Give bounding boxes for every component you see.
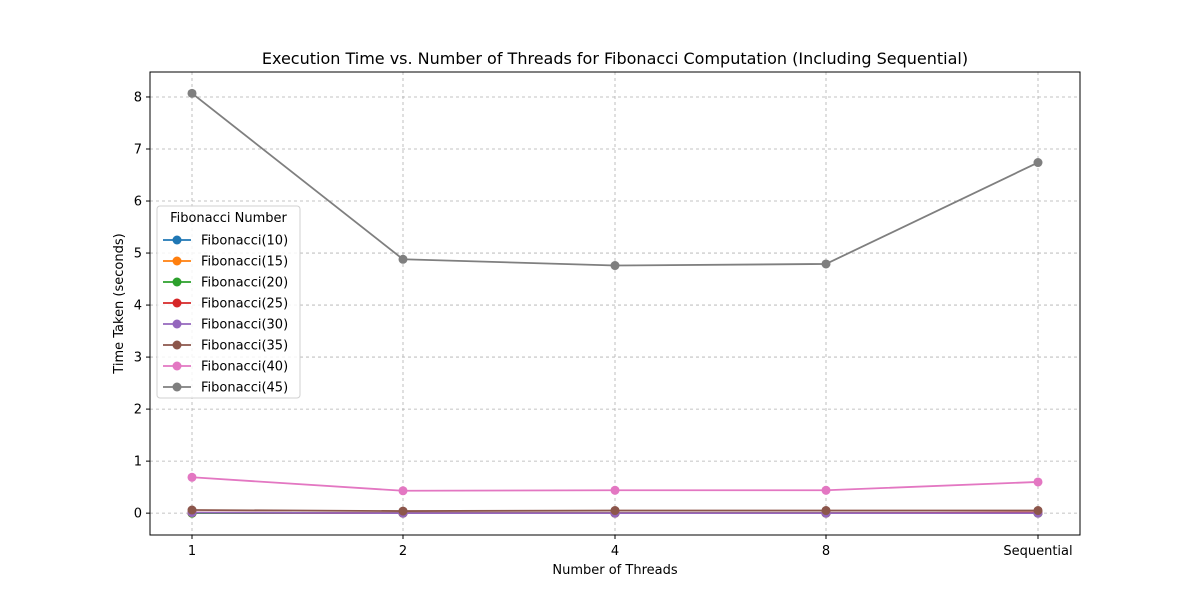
legend-marker <box>172 235 182 245</box>
legend-marker <box>172 277 182 287</box>
x-tick-label: 8 <box>822 544 830 559</box>
series-group <box>187 88 1043 518</box>
y-tick-label: 2 <box>134 403 142 418</box>
y-tick-label: 0 <box>134 507 142 522</box>
data-point <box>610 485 620 495</box>
y-tick-label: 3 <box>134 351 142 366</box>
data-point <box>821 485 831 495</box>
data-point <box>398 254 408 264</box>
legend-title: Fibonacci Number <box>170 211 287 226</box>
x-tick-label: 2 <box>399 544 407 559</box>
x-axis-label: Number of Threads <box>552 563 677 578</box>
legend-item: Fibonacci(30) <box>163 318 288 333</box>
data-point <box>398 486 408 496</box>
legend-box <box>156 205 301 399</box>
series-line <box>191 92 1039 267</box>
legend-label: Fibonacci(10) <box>201 234 288 249</box>
legend-item: Fibonacci(45) <box>163 381 288 396</box>
x-tick-label: Sequential <box>1003 544 1072 559</box>
y-tick-label: 7 <box>134 142 142 157</box>
legend: Fibonacci Number Fibonacci(10) Fibonacci(1… <box>156 205 301 399</box>
legend-marker <box>172 319 182 329</box>
legend-item: Fibonacci(10) <box>163 234 288 249</box>
y-tick-label: 4 <box>134 299 142 314</box>
legend-item: Fibonacci(40) <box>163 360 288 375</box>
x-tick-label: 1 <box>188 544 196 559</box>
data-point <box>187 472 197 482</box>
legend-label: Fibonacci(35) <box>201 339 288 354</box>
y-tick-label: 5 <box>134 247 142 262</box>
data-point <box>821 259 831 269</box>
data-point <box>187 505 197 515</box>
legend-marker <box>172 361 182 371</box>
legend-item: Fibonacci(25) <box>163 297 288 312</box>
legend-marker <box>172 340 182 350</box>
chart-title: Execution Time vs. Number of Threads for… <box>262 49 968 68</box>
data-point <box>1033 158 1043 168</box>
legend-item: Fibonacci(35) <box>163 339 288 354</box>
x-tick-label: 4 <box>611 544 619 559</box>
series-fibonacci-35 <box>187 505 1043 516</box>
data-point <box>1033 477 1043 487</box>
data-point <box>821 506 831 516</box>
series-fibonacci-40 <box>187 472 1043 496</box>
series-fibonacci-45 <box>187 88 1043 271</box>
legend-marker <box>172 256 182 266</box>
data-point <box>398 506 408 516</box>
y-tick-label: 1 <box>134 455 142 470</box>
y-axis-label: Time Taken (seconds) <box>112 233 127 374</box>
legend-marker <box>172 298 182 308</box>
legend-label: Fibonacci(45) <box>201 381 288 396</box>
data-point <box>1033 506 1043 516</box>
legend-item: Fibonacci(15) <box>163 255 288 270</box>
legend-label: Fibonacci(15) <box>201 255 288 270</box>
legend-marker <box>172 382 182 392</box>
y-tick-label: 6 <box>134 195 142 210</box>
legend-label: Fibonacci(25) <box>201 297 288 312</box>
legend-label: Fibonacci(20) <box>201 276 288 291</box>
legend-item: Fibonacci(20) <box>163 276 288 291</box>
y-axis-ticks: 0 1 2 3 4 5 6 7 8 <box>134 90 150 522</box>
x-axis-ticks: 1 2 4 8 Sequential <box>188 535 1073 559</box>
y-tick-label: 8 <box>134 90 142 105</box>
legend-label: Fibonacci(40) <box>201 360 288 375</box>
data-point <box>610 261 620 271</box>
data-point <box>610 506 620 516</box>
legend-label: Fibonacci(30) <box>201 318 288 333</box>
data-point <box>187 88 197 98</box>
